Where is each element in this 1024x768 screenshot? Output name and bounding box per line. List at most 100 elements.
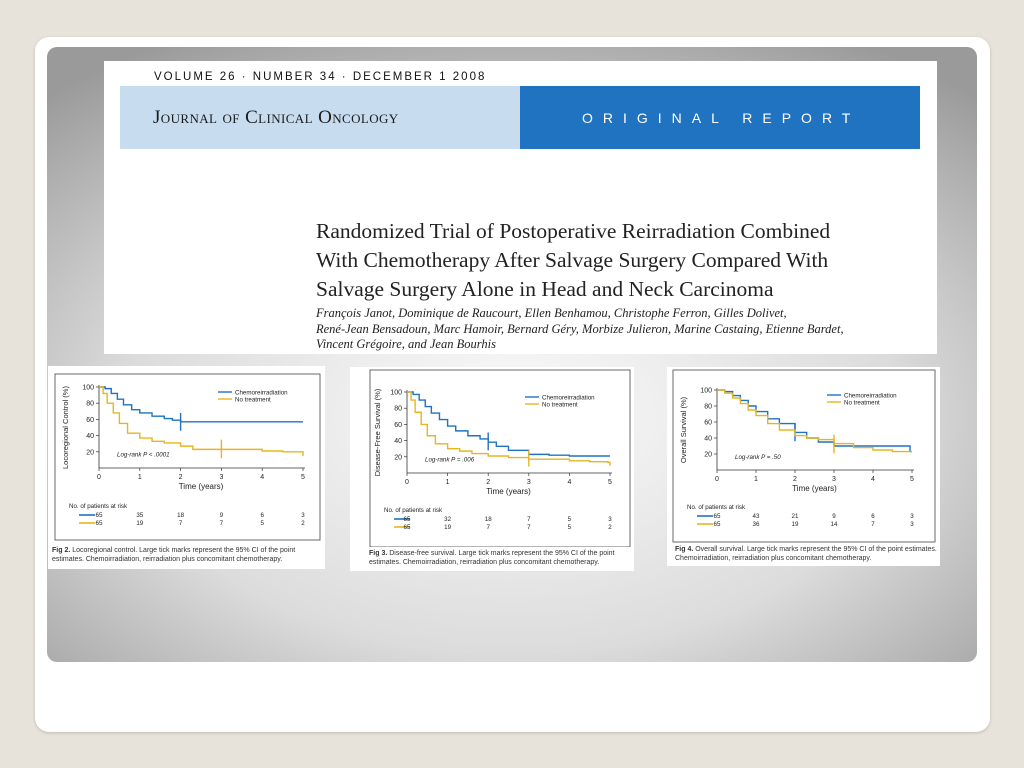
x-axis-label: Time (years) — [179, 482, 224, 491]
at-risk-count: 36 — [753, 521, 760, 528]
at-risk-count: 18 — [485, 516, 492, 523]
legend-label: No treatment — [844, 399, 880, 406]
x-axis-label: Time (years) — [486, 487, 531, 496]
at-risk-count: 2 — [301, 520, 305, 527]
figure-caption: Fig 4. Overall survival. Large tick mark… — [675, 545, 937, 563]
at-risk-title: No. of patients at risk — [687, 504, 746, 511]
legend-label: No treatment — [235, 396, 271, 403]
at-risk-count: 5 — [568, 524, 572, 531]
x-tick-label: 2 — [793, 476, 797, 483]
at-risk-count: 3 — [910, 513, 914, 520]
x-tick-label: 4 — [260, 474, 264, 481]
figure-caption: Fig 3. Disease-free survival. Large tick… — [369, 549, 631, 567]
at-risk-title: No. of patients at risk — [384, 507, 443, 514]
author-line: Vincent Grégoire, and Jean Bourhis — [316, 337, 496, 351]
chart-frame — [369, 369, 631, 547]
legend-label: No treatment — [542, 401, 578, 408]
no-treatment-curve — [407, 391, 611, 466]
at-risk-count: 3 — [301, 512, 305, 519]
y-tick-label: 20 — [394, 454, 402, 461]
no-treatment-curve — [717, 389, 912, 453]
log-rank-annotation: Log-rank P < .0001 — [117, 452, 170, 459]
at-risk-count: 19 — [136, 520, 143, 527]
x-tick-label: 1 — [446, 479, 450, 486]
chart-frame — [54, 373, 321, 541]
y-tick-label: 60 — [394, 422, 402, 429]
legend-label: Chemoreirradiation — [235, 389, 288, 396]
chart-frame — [672, 369, 936, 543]
at-risk-count: 21 — [792, 513, 799, 520]
y-tick-label: 20 — [704, 452, 712, 459]
x-tick-label: 0 — [715, 476, 719, 483]
legend-label: Chemoreirradiation — [542, 394, 595, 401]
at-risk-count: 7 — [527, 516, 531, 523]
y-tick-label: 80 — [704, 404, 712, 411]
y-axis-label: Locoregional Control (%) — [61, 386, 70, 469]
at-risk-count: 65 — [404, 524, 411, 531]
y-tick-label: 40 — [704, 436, 712, 443]
section-label: ORIGINAL REPORT — [520, 86, 920, 149]
y-tick-label: 100 — [700, 388, 712, 395]
article-title-line: With Chemotherapy After Salvage Surgery … — [316, 248, 829, 272]
at-risk-count: 65 — [714, 521, 721, 528]
x-tick-label: 5 — [301, 474, 305, 481]
at-risk-count: 65 — [96, 520, 103, 527]
log-rank-annotation: Log-rank P = .50 — [735, 454, 781, 461]
at-risk-count: 3 — [608, 516, 612, 523]
at-risk-count: 9 — [220, 512, 224, 519]
figure-label: Fig 3. — [369, 550, 388, 557]
figure-caption: Fig 2. Locoregional control. Large tick … — [52, 546, 322, 564]
at-risk-count: 32 — [444, 516, 451, 523]
x-tick-label: 3 — [219, 474, 223, 481]
at-risk-count: 2 — [608, 524, 612, 531]
chemoreirradiation-curve — [407, 391, 610, 457]
at-risk-count: 14 — [831, 521, 838, 528]
y-axis-label: Disease-Free Survival (%) — [373, 388, 382, 476]
y-tick-label: 80 — [86, 401, 94, 408]
article-title-line: Salvage Surgery Alone in Head and Neck C… — [316, 277, 774, 301]
x-tick-label: 5 — [608, 479, 612, 486]
at-risk-count: 5 — [260, 520, 264, 527]
figure-overall-survival: 20 40 60 80 100 0 1 2 3 4 5 Time (years) Overall Sur… — [667, 367, 940, 566]
y-tick-label: 80 — [394, 406, 402, 413]
log-rank-annotation: Log-rank P = .006 — [425, 457, 475, 464]
figure-caption-text: Overall survival. Large tick marks repre… — [675, 546, 937, 562]
at-risk-count: 5 — [568, 516, 572, 523]
at-risk-count: 7 — [179, 520, 183, 527]
figure-disease-free-survival: 20 40 60 80 100 0 1 2 3 4 5 Time (years) Disease-Fre… — [350, 367, 634, 571]
at-risk-count: 7 — [527, 524, 531, 531]
at-risk-count: 43 — [753, 513, 760, 520]
at-risk-count: 65 — [714, 513, 721, 520]
author-line: René-Jean Bensadoun, Marc Hamoir, Bernar… — [316, 321, 844, 336]
x-tick-label: 4 — [871, 476, 875, 483]
figure-label: Fig 4. — [675, 546, 694, 553]
volume-line: VOLUME 26 · NUMBER 34 · DECEMBER 1 2008 — [154, 71, 487, 83]
y-tick-label: 60 — [86, 417, 94, 424]
at-risk-count: 7 — [871, 521, 875, 528]
at-risk-count: 19 — [444, 524, 451, 531]
km-chart: 20 40 60 80 100 0 1 2 3 4 5 Time (years) Overall Sur… — [672, 369, 936, 543]
at-risk-count: 9 — [832, 513, 836, 520]
x-tick-label: 4 — [567, 479, 571, 486]
x-tick-label: 0 — [405, 479, 409, 486]
x-tick-label: 1 — [138, 474, 142, 481]
y-tick-label: 40 — [86, 433, 94, 440]
y-tick-label: 100 — [390, 390, 402, 397]
at-risk-count: 35 — [136, 512, 143, 519]
journal-name: Journal of Clinical Oncology — [120, 86, 520, 149]
at-risk-count: 7 — [486, 524, 490, 531]
x-tick-label: 3 — [527, 479, 531, 486]
x-tick-label: 5 — [910, 476, 914, 483]
at-risk-count: 3 — [910, 521, 914, 528]
no-treatment-curve — [99, 386, 304, 456]
y-tick-label: 100 — [82, 385, 94, 392]
x-tick-label: 2 — [486, 479, 490, 486]
y-axis-label: Overall Survival (%) — [679, 396, 688, 463]
x-tick-label: 3 — [832, 476, 836, 483]
article-title-line: Randomized Trial of Postoperative Reirra… — [316, 219, 831, 243]
article-title: Randomized Trial of Postoperative Reirra… — [316, 217, 926, 304]
x-tick-label: 1 — [754, 476, 758, 483]
y-tick-label: 60 — [704, 420, 712, 427]
